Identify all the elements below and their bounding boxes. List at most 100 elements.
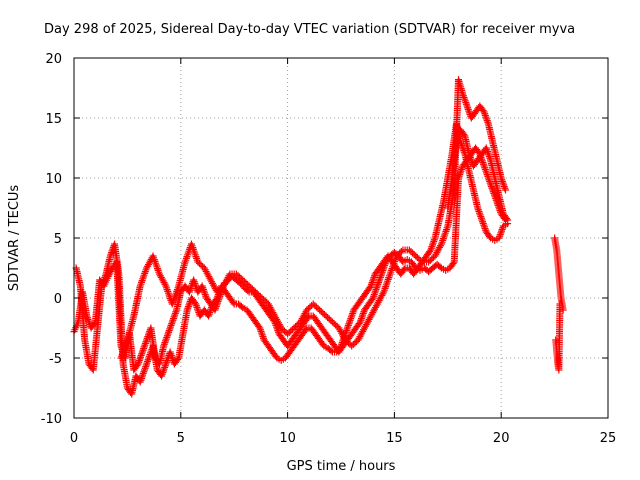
data-point (456, 171, 464, 179)
data-point (160, 342, 168, 350)
data-point (174, 356, 182, 363)
data-point (162, 335, 170, 343)
data-point (141, 341, 149, 349)
data-point (425, 258, 433, 266)
data-point (455, 131, 463, 139)
data-point (413, 254, 421, 261)
data-point (247, 284, 255, 291)
data-point (208, 302, 216, 310)
data-point (370, 292, 378, 300)
data-point (167, 350, 175, 358)
data-point (347, 315, 355, 323)
data-point (168, 353, 176, 361)
data-point (237, 275, 245, 282)
y-tick-label: 5 (54, 232, 62, 247)
data-point (292, 323, 300, 330)
data-point (466, 152, 474, 160)
data-point (467, 155, 475, 163)
data-point (375, 277, 383, 285)
data-point (366, 284, 374, 291)
data-point (159, 369, 167, 377)
data-point (358, 313, 366, 321)
data-point (465, 150, 473, 158)
data-point (144, 333, 152, 341)
data-point (393, 252, 401, 260)
data-point (160, 365, 168, 373)
data-point (138, 348, 146, 356)
data-point (200, 287, 208, 295)
data-point (259, 334, 267, 342)
data-point (172, 308, 180, 316)
data-point (458, 165, 466, 173)
data-point (417, 257, 425, 264)
data-point (208, 303, 216, 311)
data-point (260, 296, 268, 303)
x-tick-label: 15 (386, 431, 403, 446)
data-point (168, 320, 176, 328)
data-point (206, 309, 214, 317)
data-point (184, 303, 192, 311)
data-point (479, 159, 487, 167)
data-point (490, 189, 498, 197)
data-point (482, 113, 490, 121)
data-point (162, 337, 170, 345)
data-point (250, 287, 258, 294)
data-point (480, 162, 488, 170)
data-point (142, 361, 150, 369)
data-point (316, 306, 324, 314)
data-point (483, 171, 491, 179)
data-point (343, 325, 351, 333)
data-point (194, 307, 202, 315)
data-point (146, 351, 154, 359)
data-point (190, 276, 198, 284)
data-point (426, 257, 434, 264)
data-point (258, 331, 266, 339)
data-point (191, 281, 199, 289)
data-point (500, 183, 508, 191)
data-point (344, 339, 352, 347)
data-point (159, 367, 167, 375)
data-point (136, 378, 144, 386)
data-point (462, 100, 470, 108)
data-point (456, 169, 464, 177)
data-point (185, 288, 193, 296)
data-point (373, 282, 381, 290)
data-point (140, 366, 148, 374)
data-point (500, 181, 508, 189)
data-point (192, 300, 200, 308)
data-point (460, 131, 468, 138)
data-point (427, 246, 435, 254)
data-point (400, 266, 408, 273)
data-point (371, 272, 379, 280)
data-point (161, 280, 169, 288)
y-tick-label: -10 (41, 412, 62, 427)
data-point (306, 303, 314, 311)
data-point (186, 286, 194, 294)
data-point (239, 276, 247, 284)
data-point (143, 334, 151, 342)
data-point (161, 363, 169, 371)
data-point (138, 373, 146, 381)
data-point (498, 176, 506, 184)
data-point (312, 303, 320, 311)
data-point (205, 310, 213, 318)
data-point (166, 325, 174, 333)
data-point (485, 176, 493, 184)
data-point (498, 227, 506, 235)
data-point (465, 107, 473, 115)
data-point (322, 312, 330, 320)
data-point (453, 136, 461, 144)
data-point (244, 287, 252, 295)
data-point (356, 318, 364, 326)
data-point (344, 321, 352, 329)
data-point (485, 153, 493, 161)
data-point (485, 151, 493, 159)
data-point (143, 336, 151, 344)
data-point (368, 296, 376, 303)
y-axis-ticks: -10 -5 0 5 10 15 20 (41, 52, 608, 427)
data-point (141, 339, 149, 347)
data-point (302, 326, 310, 333)
data-point (137, 375, 145, 383)
data-point (349, 308, 357, 316)
data-point (162, 360, 170, 368)
